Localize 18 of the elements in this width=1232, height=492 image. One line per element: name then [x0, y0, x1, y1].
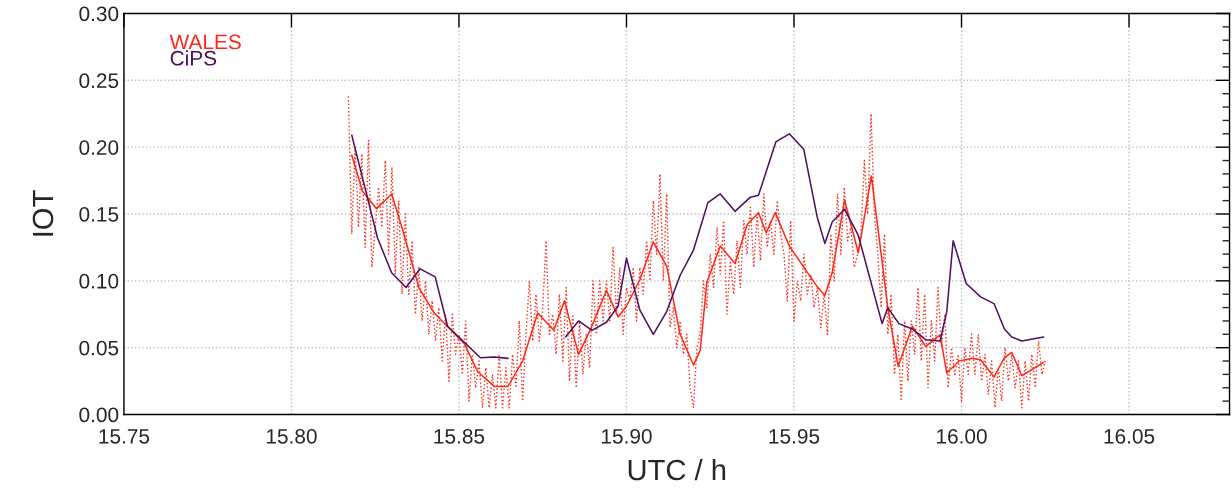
- y-tick-label: 0.10: [79, 273, 119, 289]
- x-tick-label: 15.90: [602, 428, 652, 444]
- y-axis-title: IOT: [32, 190, 54, 236]
- y-tick-label: 0.05: [79, 340, 119, 356]
- x-tick-label: 15.75: [99, 429, 150, 444]
- x-tick-label: 16.05: [1104, 428, 1155, 444]
- x-axis-title: UTC / h: [628, 458, 726, 481]
- y-tick-label: 0.00: [79, 407, 119, 423]
- text: CiPS: [170, 50, 217, 66]
- y-tick-label: 0.25: [79, 73, 119, 89]
- y-tick-label: 0.20: [79, 140, 119, 155]
- x-tick-label: 15.85: [434, 428, 485, 444]
- x-tick-label: 15.80: [266, 428, 317, 444]
- y-tick-label: 0.30: [79, 6, 119, 22]
- text: WALES: [169, 34, 241, 50]
- x-tick-label: 15.95: [769, 428, 820, 444]
- y-tick-label: 0.15: [79, 207, 119, 222]
- x-tick-label: 16.00: [937, 428, 987, 444]
